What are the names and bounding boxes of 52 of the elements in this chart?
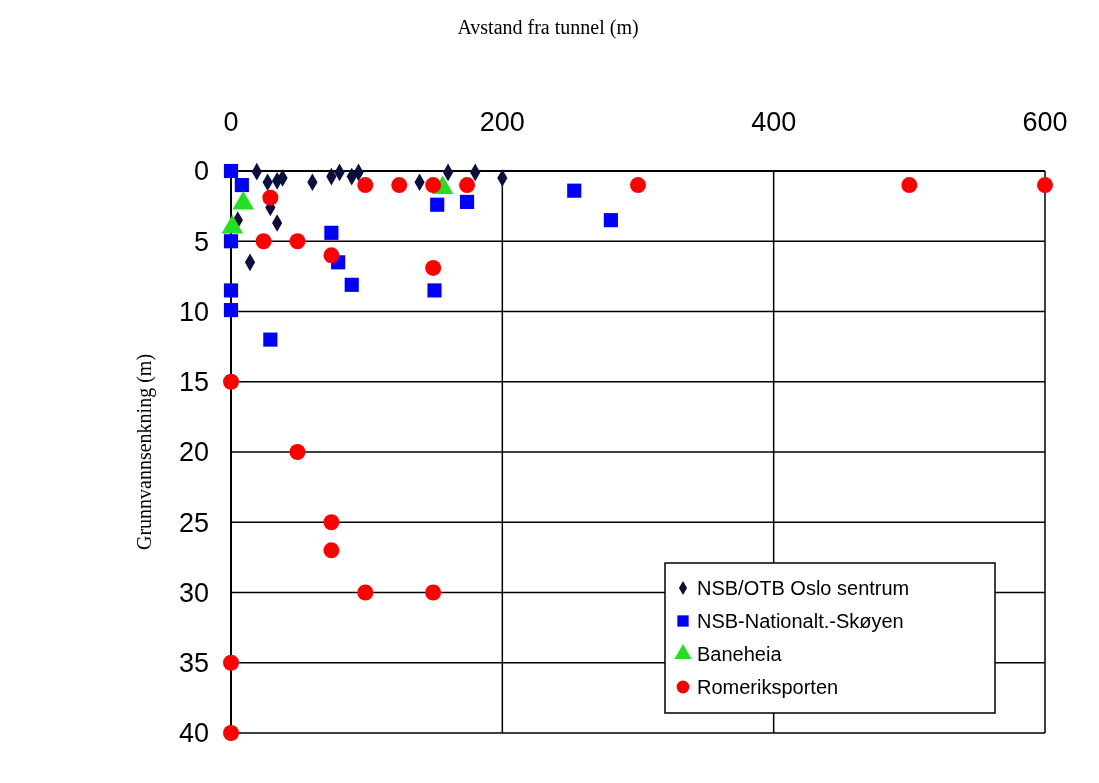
point [901, 177, 918, 194]
point [324, 225, 339, 240]
point [427, 283, 442, 298]
legend-label: Romeriksporten [697, 676, 839, 698]
point [223, 373, 239, 390]
point [1037, 177, 1053, 194]
point [289, 444, 306, 460]
point [223, 283, 239, 298]
point [425, 259, 442, 276]
y-tick-label: 0 [193, 156, 209, 187]
legend-label: NSB-Nationalt.-Skøyen [697, 610, 904, 632]
y-tick-label: 30 [178, 577, 209, 608]
point [262, 189, 279, 206]
point [289, 233, 306, 250]
point [323, 542, 340, 559]
point [323, 514, 340, 531]
y-tick-label: 20 [178, 437, 209, 468]
point [459, 194, 475, 209]
point [357, 177, 374, 194]
point [223, 725, 239, 741]
y-tick-label: 35 [178, 648, 209, 679]
x-tick-label: 600 [1022, 107, 1068, 137]
point [255, 233, 272, 250]
y-tick-label: 10 [178, 296, 209, 327]
point [344, 277, 359, 292]
x-axis-title: Avstand fra tunnel (m) [457, 16, 639, 39]
point [263, 332, 278, 347]
legend-label: Baneheia [697, 643, 783, 665]
point [630, 177, 646, 194]
point [603, 213, 618, 228]
point [425, 177, 442, 194]
point [323, 247, 340, 264]
point [357, 584, 374, 601]
point [567, 183, 582, 198]
y-tick-label: 5 [193, 226, 209, 257]
point [391, 177, 408, 194]
point [430, 197, 445, 212]
point [223, 234, 239, 249]
y-tick-label: 15 [178, 367, 209, 398]
point [425, 584, 442, 601]
y-axis-title: Grunnvannsenkning (m) [133, 353, 156, 551]
x-tick-label: 0 [223, 107, 239, 137]
x-tick-label: 400 [751, 107, 797, 137]
legend-label: NSB/OTB Oslo sentrum [697, 577, 910, 599]
point [223, 163, 239, 179]
point [459, 177, 476, 194]
y-tick-label: 25 [178, 507, 209, 538]
x-tick-label: 200 [479, 107, 525, 137]
point [223, 303, 239, 318]
point [223, 654, 239, 671]
y-tick-label: 40 [178, 718, 209, 749]
point [234, 177, 249, 193]
